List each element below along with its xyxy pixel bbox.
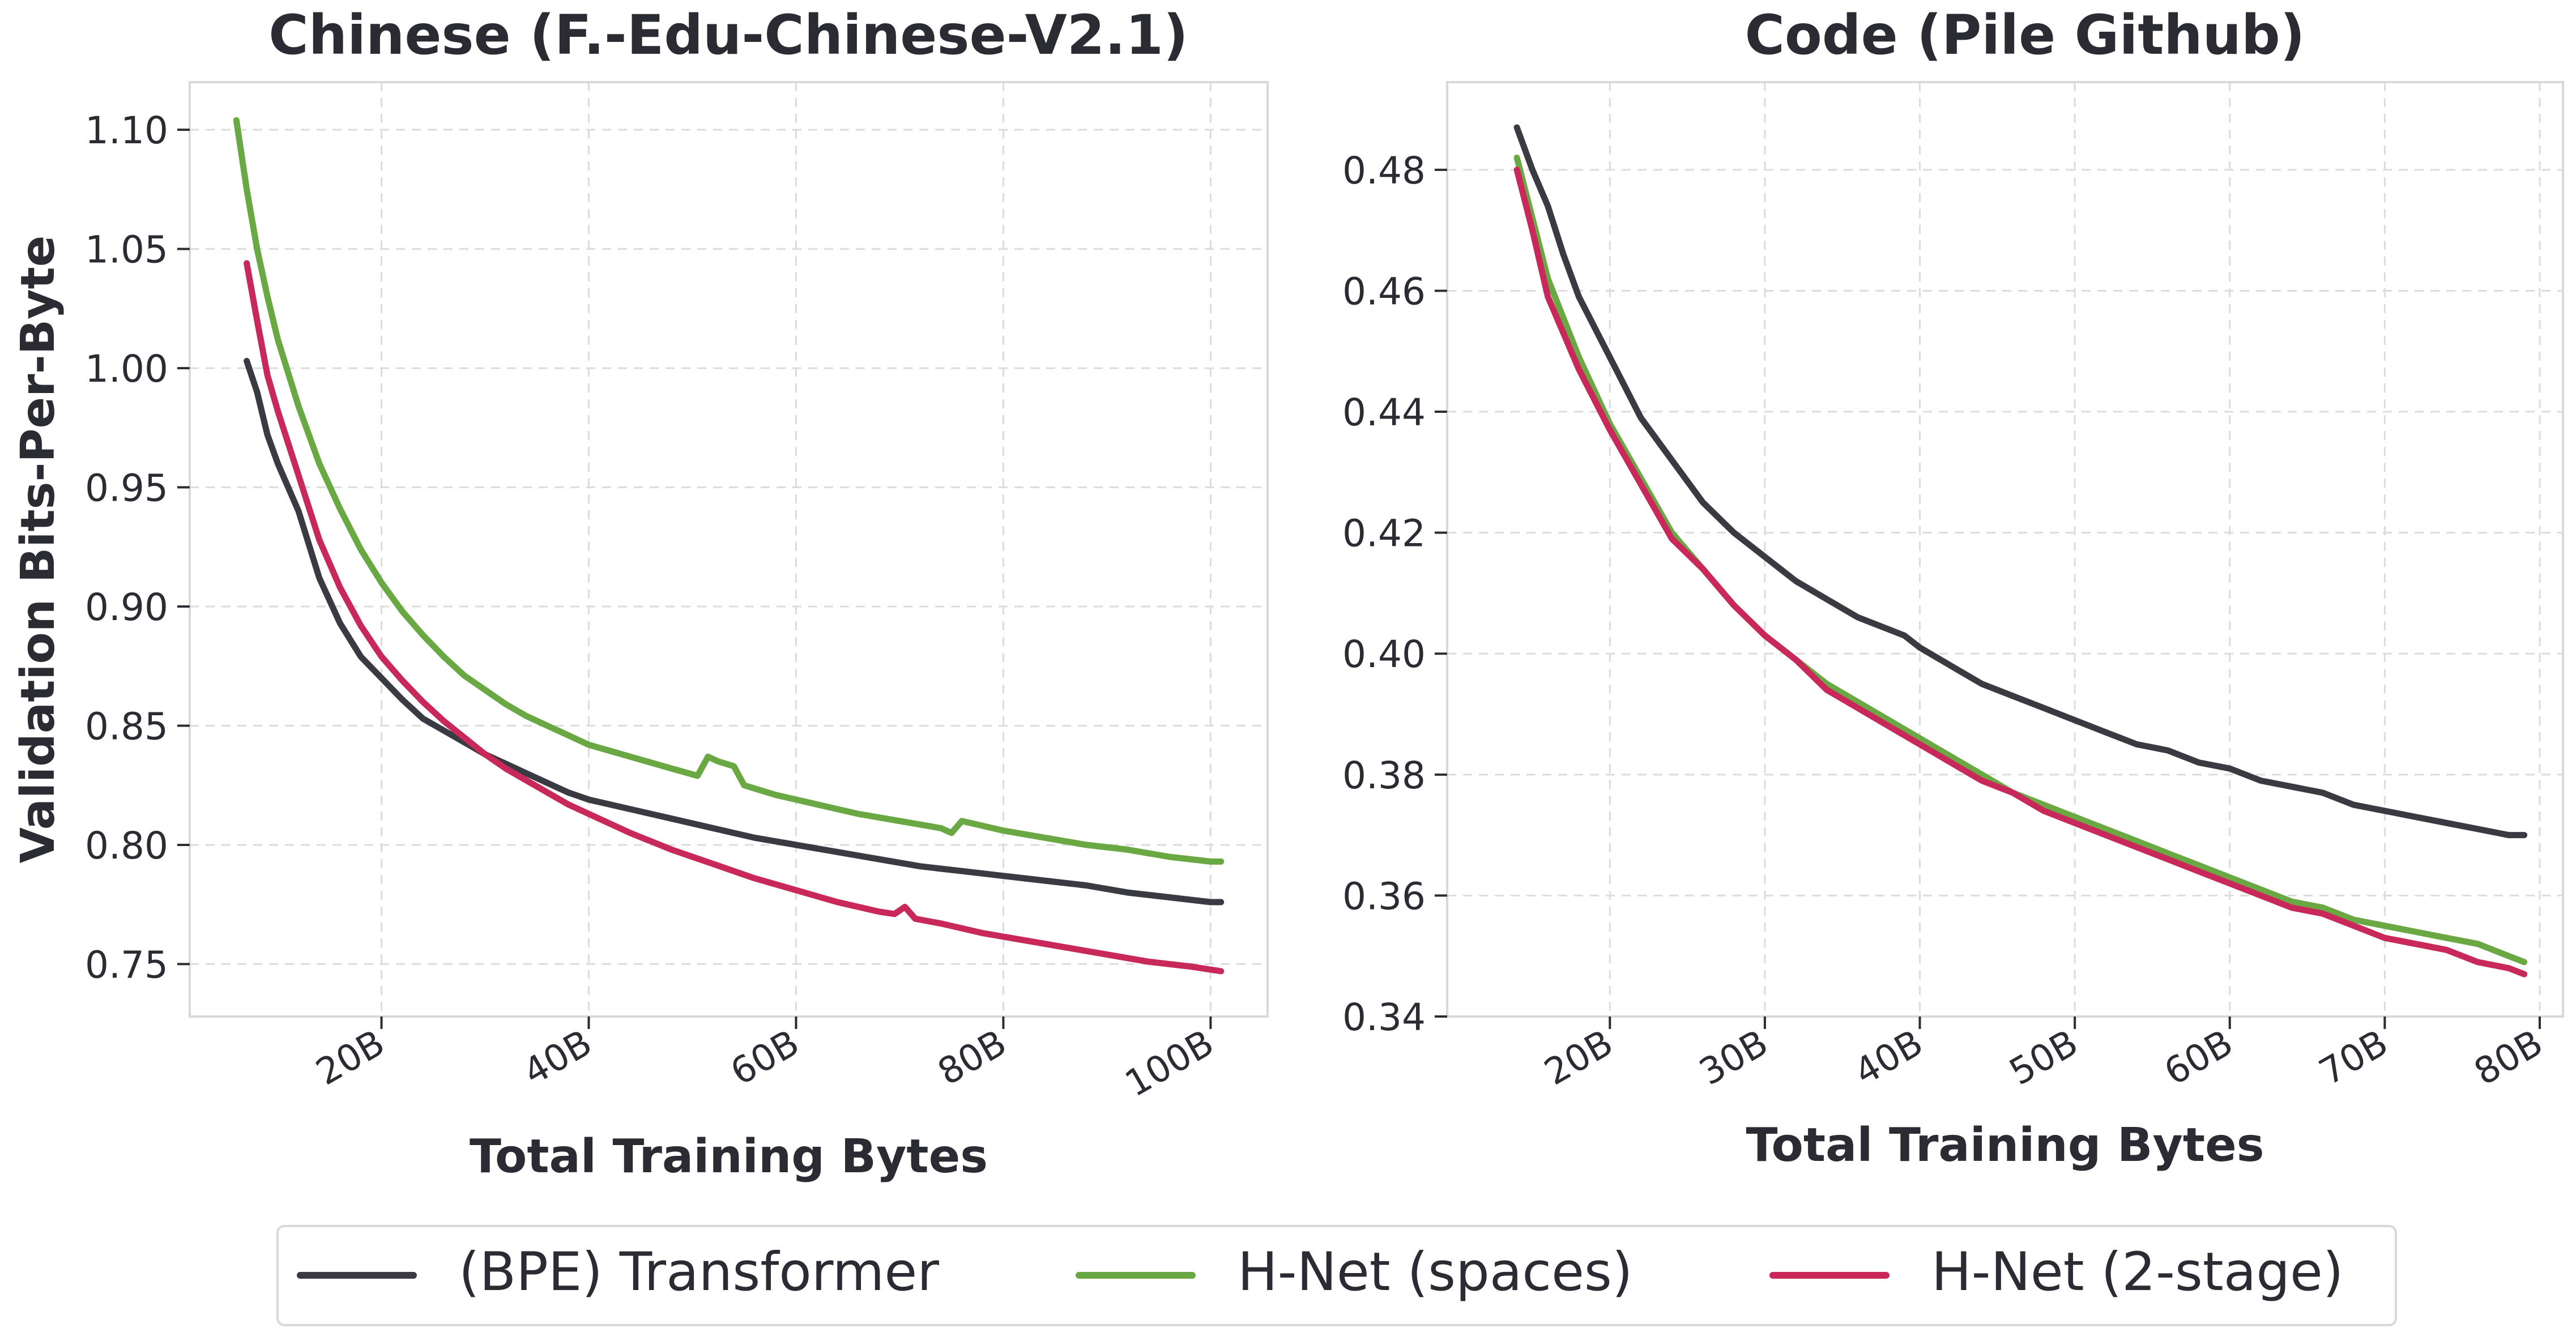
series-line-h-net-2-stage — [244, 260, 1225, 975]
legend-box — [276, 1225, 2397, 1326]
x-tick-label: 30B — [1692, 1022, 1775, 1094]
y-tick-label: 0.42 — [1342, 512, 1426, 556]
legend-item-h-net-2-stage: H-Net (2-stage) — [1769, 1241, 2344, 1303]
x-tick-label: 80B — [931, 1022, 1014, 1094]
x-tick-label: 40B — [517, 1022, 599, 1094]
legend-label: (BPE) Transformer — [459, 1241, 939, 1303]
chart-panel-2: 0.34 0.36 0.38 0.40 0.42 0.44 0.46 0.48 20B 30B 40… — [1342, 3, 2564, 1172]
x-tick-label: 60B — [2157, 1022, 2240, 1094]
y-tick-label: 0.90 — [85, 586, 168, 629]
chart-title: Code (Pile Github) — [1745, 3, 2305, 67]
series-line-h-net-2-stage — [1513, 166, 2528, 977]
chart-panel-1: 0.75 0.80 0.85 0.90 0.95 1.00 1.05 1.10 20B 40B 60… — [11, 3, 1269, 1184]
y-tick-label: 0.48 — [1342, 149, 1426, 193]
x-tick-label: 20B — [309, 1022, 392, 1094]
series-line-h-net-spaces — [1513, 155, 2528, 966]
legend-label: H-Net (2-stage) — [1931, 1241, 2344, 1303]
legend: (BPE) Transformer H-Net (spaces) H-Net (2-… — [276, 1225, 2397, 1326]
y-tick-label: 0.36 — [1342, 874, 1426, 918]
y-tick-label: 1.05 — [85, 228, 168, 272]
chart-title: Chinese (F.-Edu-Chinese-V2.1) — [268, 3, 1188, 67]
legend-item-bpe-transformer: (BPE) Transformer — [297, 1241, 939, 1303]
y-tick-label: 1.10 — [85, 109, 168, 152]
x-axis-label: Total Training Bytes — [1746, 1118, 2264, 1172]
x-tick-label: 40B — [1848, 1022, 1930, 1094]
x-tick-label: 100B — [1119, 1022, 1221, 1105]
x-tick-label: 80B — [2467, 1022, 2550, 1094]
y-axis-label: Validation Bits-Per-Byte — [11, 236, 65, 864]
x-tick-label: 70B — [2313, 1022, 2395, 1094]
y-tick-label: 0.34 — [1342, 996, 1426, 1039]
x-tick-label: 20B — [1538, 1022, 1620, 1094]
y-tick-label: 0.85 — [85, 704, 168, 748]
x-axis-label: Total Training Bytes — [470, 1130, 988, 1184]
series-line-bpe-transformer — [1513, 124, 2528, 839]
y-tick-label: 0.44 — [1342, 391, 1426, 434]
y-tick-label: 0.80 — [85, 824, 168, 868]
legend-label: H-Net (spaces) — [1238, 1241, 1633, 1303]
legend-item-h-net-spaces: H-Net (spaces) — [1076, 1241, 1633, 1303]
plot-frame — [189, 81, 1269, 1018]
y-tick-label: 0.40 — [1342, 633, 1426, 676]
y-tick-label: 0.95 — [85, 467, 168, 510]
x-tick-label: 60B — [724, 1022, 807, 1094]
y-tick-label: 0.46 — [1342, 270, 1426, 313]
y-tick-label: 1.00 — [85, 347, 168, 391]
x-tick-label: 50B — [2003, 1022, 2085, 1094]
plot-frame — [1446, 81, 2564, 1018]
series-line-h-net-spaces — [233, 117, 1225, 865]
y-tick-label: 0.38 — [1342, 754, 1426, 797]
series-line-bpe-transformer — [244, 358, 1225, 906]
y-tick-label: 0.75 — [85, 943, 168, 986]
